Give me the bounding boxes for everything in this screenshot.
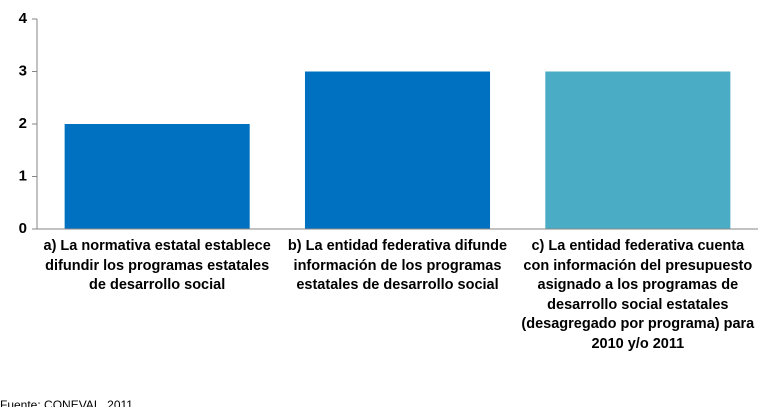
source-note: Fuente: CONEVAL, 2011 — [0, 398, 133, 407]
bar — [545, 71, 731, 229]
bar — [64, 124, 250, 229]
y-tick-label: 2 — [19, 115, 27, 132]
x-tick-label: a) La normativa estatal establece difund… — [43, 238, 271, 293]
y-tick-label: 1 — [19, 167, 27, 184]
x-tick-label: b) La entidad federativa difunde informa… — [287, 238, 508, 293]
x-tick-label: c) La entidad federativa cuenta con info… — [521, 238, 755, 352]
bar — [304, 71, 491, 229]
y-tick-label: 3 — [19, 62, 27, 79]
y-tick-label: 4 — [19, 10, 28, 27]
y-tick-label: 0 — [19, 220, 27, 237]
